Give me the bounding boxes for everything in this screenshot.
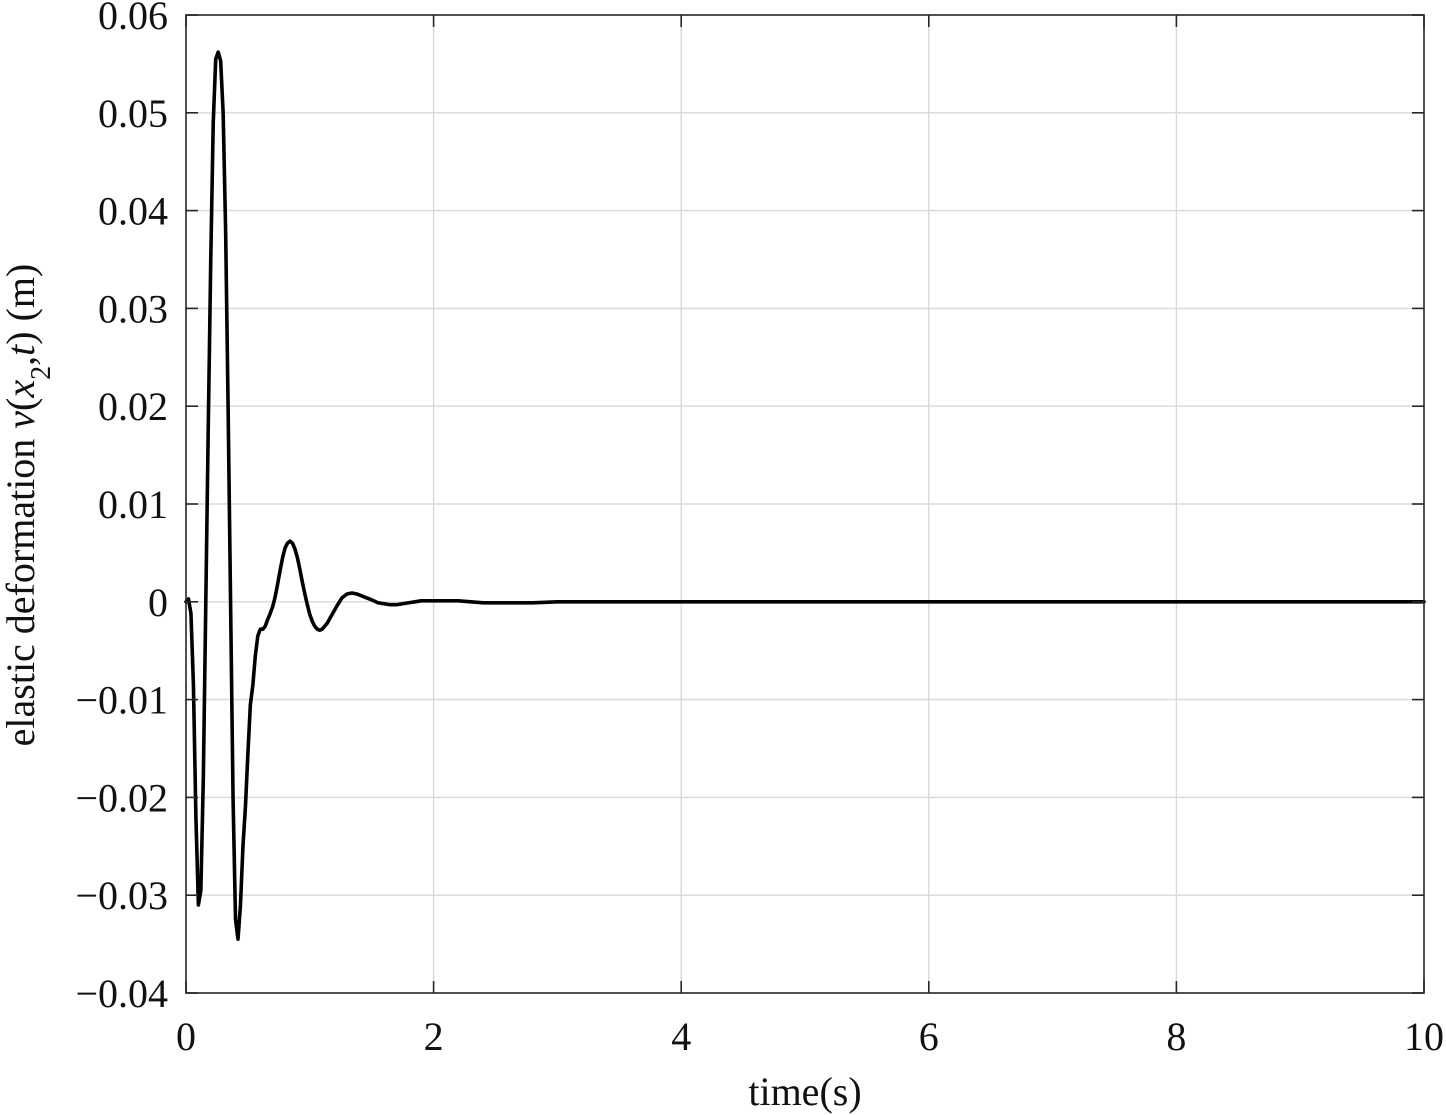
y-tick-label: −0.03: [75, 873, 168, 918]
y-axis-label-unit: (m): [0, 264, 43, 332]
y-axis-label-x: x: [0, 380, 43, 399]
y-axis-label-t: t: [0, 344, 43, 356]
y-tick-label: 0.04: [98, 189, 168, 234]
x-axis-label: time(s): [748, 1069, 861, 1114]
x-tick-label: 4: [671, 1014, 691, 1059]
x-tick-label: 2: [424, 1014, 444, 1059]
x-tick-label: 6: [919, 1014, 939, 1059]
x-tick-label: 10: [1404, 1014, 1444, 1059]
data-series-line: [184, 50, 1426, 942]
y-tick-label: 0.02: [98, 384, 168, 429]
y-tick-label: 0.01: [98, 482, 168, 527]
y-tick-label: −0.01: [75, 678, 168, 723]
y-tick-label: −0.04: [75, 971, 168, 1016]
y-tick-label: 0.03: [98, 286, 168, 331]
tick-labels: 0 2 4 6 8 10 −0.04 −0.03 −0.02 −0.01 0 0.01 0.02 0.03…: [75, 0, 1444, 1059]
plot-series: [184, 50, 1426, 942]
y-axis-label-open-paren: (: [0, 398, 43, 411]
x-tick-label: 0: [176, 1014, 196, 1059]
y-tick-label: 0.05: [98, 91, 168, 136]
y-tick-label: −0.02: [75, 775, 168, 820]
y-axis-label-symbol: ν: [0, 411, 43, 429]
y-tick-label: 0.06: [98, 0, 168, 38]
y-axis-label-prefix: elastic deformation: [0, 429, 43, 747]
y-axis-label-comma: ,: [0, 356, 43, 366]
axes: [185, 14, 1425, 994]
y-axis-label-subscript: 2: [26, 366, 57, 380]
y-axis-label: elastic deformation ν(x2,t) (m): [0, 264, 57, 747]
grid: [186, 15, 1424, 993]
y-tick-label: 0: [148, 580, 168, 625]
y-axis-label-close-paren: ): [0, 331, 43, 344]
x-tick-label: 8: [1166, 1014, 1186, 1059]
